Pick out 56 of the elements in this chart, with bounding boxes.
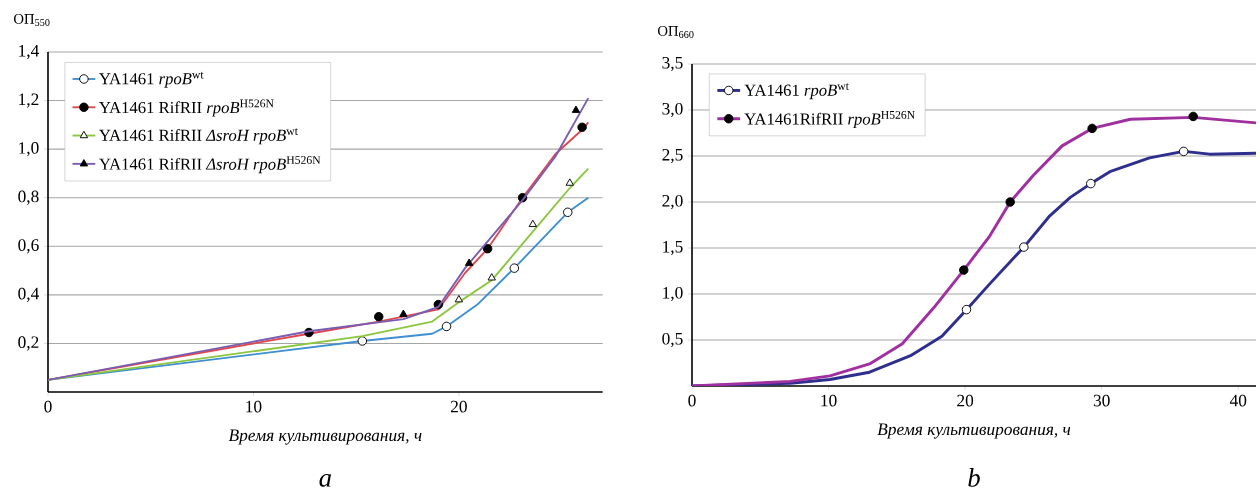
- point: [399, 309, 408, 317]
- y-tick-label: 2,0: [662, 194, 683, 210]
- legend-label: YA1461RifRII rpoB$^{H526N}$: [744, 110, 915, 129]
- legend-label: YA1461 RifRII ΔsroH rpoB$^{H526N}$: [99, 156, 321, 174]
- point: [1019, 242, 1029, 252]
- point: [487, 273, 496, 281]
- y-tick-label: 0,5: [662, 332, 683, 348]
- x-tick-label: 0: [44, 400, 52, 413]
- point: [577, 122, 587, 133]
- y-tick-label: 0,8: [18, 190, 39, 205]
- point: [961, 304, 972, 315]
- point: [1188, 111, 1198, 122]
- text: а: [319, 474, 332, 487]
- point: [374, 311, 384, 322]
- point: [959, 265, 969, 275]
- point: [454, 294, 464, 303]
- point: [1087, 123, 1097, 134]
- x-axis-title: Время культивирования, ч: [228, 429, 422, 445]
- x-tick-label: 20: [957, 394, 974, 407]
- y-tick-label: 0,6: [18, 239, 39, 254]
- x-tick-label: 10: [821, 394, 837, 407]
- text: b: [968, 468, 980, 487]
- point: [482, 243, 493, 254]
- point: [563, 207, 573, 218]
- y-tick-label: 0,4: [18, 287, 40, 302]
- y-tick-label: 1,2: [19, 93, 39, 108]
- y-axis-title: ОП$_{550}$: [13, 13, 50, 26]
- y-tick-label: 1,0: [663, 286, 683, 302]
- point: [1178, 146, 1189, 157]
- y-tick-label: 1,4: [19, 44, 40, 60]
- point: [357, 336, 368, 346]
- legend-label: YA1461 rpoB$^{wt}$: [744, 83, 849, 100]
- x-tick-label: 40: [1229, 394, 1247, 407]
- y-axis-title: ОП$_{660}$: [657, 25, 694, 38]
- y-tick-label: 3,5: [662, 56, 683, 72]
- x-tick-label: 20: [450, 400, 467, 413]
- point: [509, 263, 520, 273]
- point: [441, 321, 452, 332]
- legend-label: YA1461 RifRII ΔsroH rpoB$^{wt}$: [99, 128, 298, 145]
- x-tick-label: 0: [688, 394, 696, 407]
- point: [565, 178, 574, 186]
- point: [464, 258, 474, 266]
- y-tick-label: 1,0: [19, 142, 39, 157]
- point: [528, 219, 537, 228]
- y-tick-label: 0,2: [18, 336, 39, 351]
- point: [1086, 178, 1096, 189]
- y-tick-label: 2,5: [662, 148, 683, 164]
- y-tick-label: 1,5: [663, 240, 683, 256]
- point: [1005, 197, 1015, 207]
- x-tick-label: 10: [246, 400, 262, 413]
- point: [571, 105, 581, 113]
- x-tick-label: 30: [1093, 394, 1110, 407]
- y-tick-label: 3,0: [662, 102, 683, 118]
- x-axis-title: Время культивирования, ч: [877, 423, 1071, 439]
- legend-label: YA1461 rpoB$^{wt}$: [99, 71, 204, 88]
- legend-label: YA1461 RifRII rpoB$^{H526N}$: [99, 99, 274, 117]
